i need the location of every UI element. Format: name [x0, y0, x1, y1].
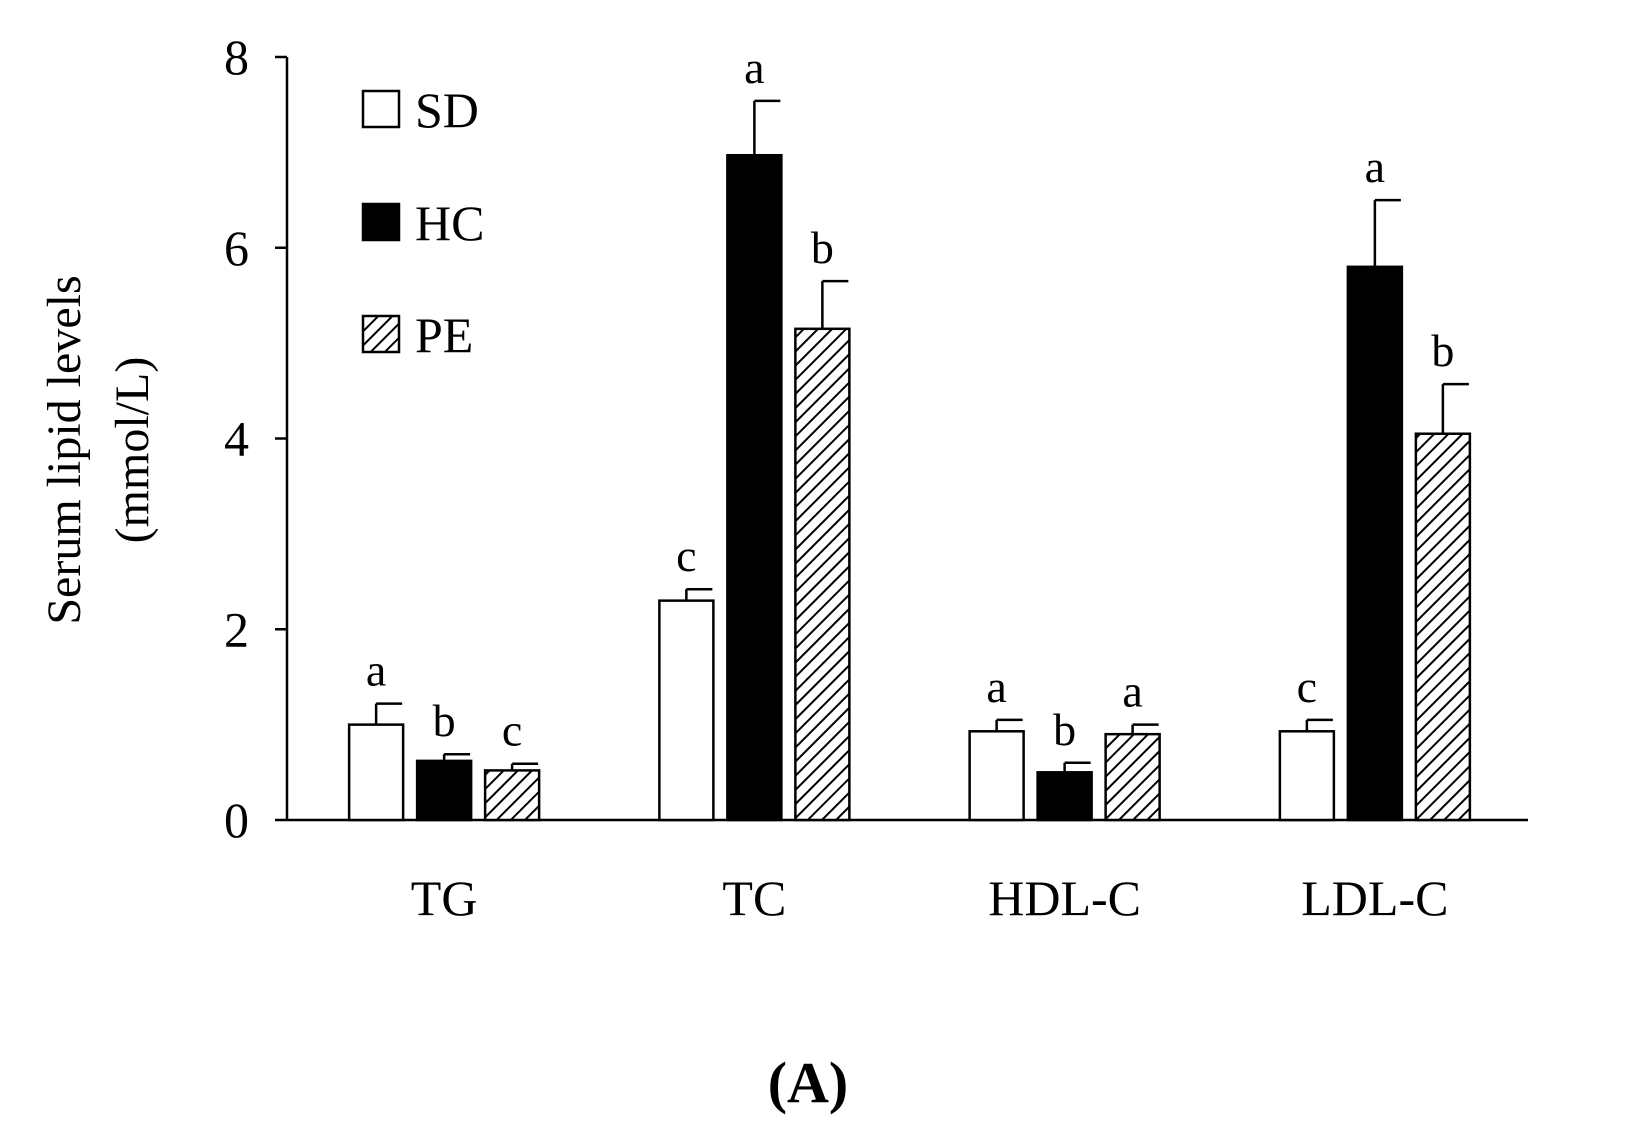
y-tick-label: 6 — [224, 220, 249, 276]
bar-pe-tg — [483, 769, 541, 822]
bar-hc-tc — [726, 153, 783, 822]
significance-label: b — [1053, 704, 1076, 755]
bar-hc-hdl-c — [1036, 771, 1093, 822]
significance-label: b — [433, 695, 456, 746]
significance-label: b — [811, 222, 834, 273]
x-category-label: LDL-C — [1301, 870, 1448, 926]
legend-swatch-hc — [361, 202, 401, 242]
significance-label: a — [1365, 141, 1385, 192]
panel-label: (A) — [768, 1050, 849, 1115]
y-tick-label: 2 — [224, 601, 249, 657]
bar-pe-tc — [794, 327, 851, 822]
y-tick-label: 4 — [224, 411, 249, 467]
y-tick-label: 8 — [224, 29, 249, 85]
y-tick-label: 0 — [224, 792, 249, 848]
bar-pe-hdl-c — [1104, 732, 1161, 822]
bar-sd-tc — [658, 599, 715, 822]
significance-label: b — [1431, 325, 1454, 376]
legend-label-sd: SD — [415, 82, 479, 138]
y-axis-label-units: (mmol/L) — [106, 357, 159, 544]
bar-sd-hdl-c — [968, 730, 1025, 822]
bar-sd-tg — [347, 723, 405, 822]
legend: SD HC PE — [361, 82, 484, 363]
significance-label: c — [1297, 661, 1317, 712]
bar-sd-ldl-c — [1278, 730, 1336, 822]
significance-label: a — [986, 661, 1006, 712]
y-axis-label: Serum lipid levels — [38, 275, 91, 624]
x-category-label: TG — [411, 870, 478, 926]
x-category-label: TC — [722, 870, 786, 926]
significance-label: c — [676, 530, 696, 581]
bars — [347, 99, 1472, 822]
significance-label: a — [366, 645, 386, 696]
legend-swatch-sd — [361, 89, 401, 129]
legend-label-hc: HC — [415, 195, 484, 251]
axes: 0 2 4 6 8 Serum lipid levels (mmol/L) — [38, 29, 1528, 848]
x-category-label: HDL-C — [988, 870, 1141, 926]
bar-hc-tg — [415, 759, 473, 822]
significance-label: a — [1122, 666, 1142, 717]
significance-label: a — [744, 42, 764, 93]
significance-label: c — [502, 705, 522, 756]
bar-pe-ldl-c — [1414, 432, 1472, 822]
legend-label-pe: PE — [415, 307, 473, 363]
legend-swatch-pe — [361, 314, 401, 354]
bar-hc-ldl-c — [1346, 265, 1404, 822]
